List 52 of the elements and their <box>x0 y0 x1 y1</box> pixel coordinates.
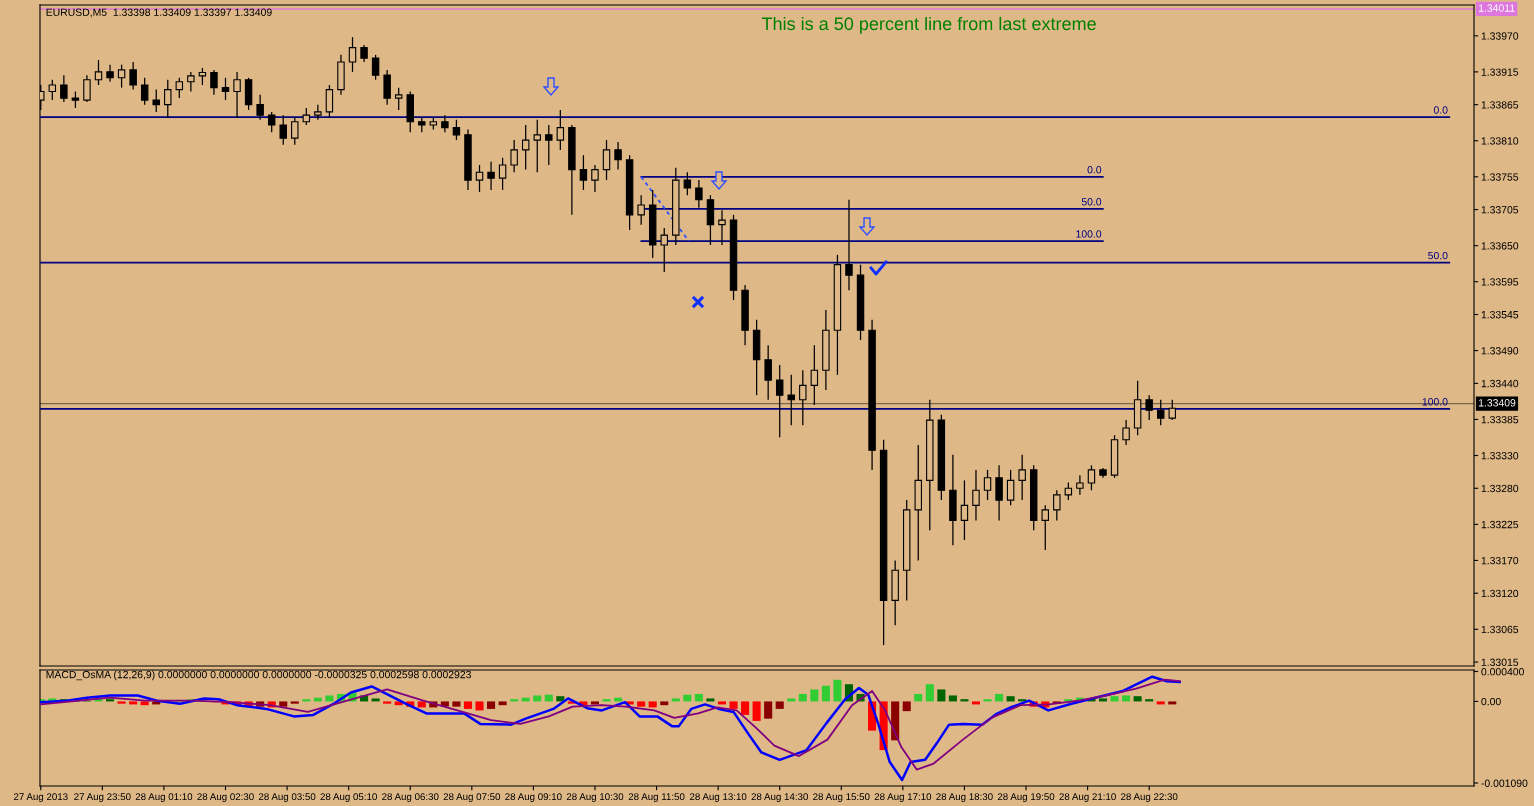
x-tick-label: 28 Aug 18:30 <box>936 793 993 803</box>
x-tick-label: 28 Aug 11:50 <box>628 793 685 803</box>
y-tick-label: 1.33970 <box>1481 32 1519 40</box>
chart-title: EURUSD,M5 1.33398 1.33409 1.33397 1.33409 <box>46 8 272 18</box>
y-tick-label: 1.33755 <box>1481 173 1519 181</box>
x-tick-label: 27 Aug 23:50 <box>74 793 131 803</box>
x-tick-label: 28 Aug 17:10 <box>874 793 932 803</box>
annotation: 50.0 <box>1081 198 1102 206</box>
ref-line-label: 1.34011 <box>1478 4 1515 12</box>
x-tick-label: 28 Aug 14:30 <box>751 793 808 803</box>
y-tick-label: 1.33170 <box>1481 556 1519 565</box>
y-tick-label: 1.33120 <box>1481 589 1519 598</box>
y-tick-label: 1.33280 <box>1481 484 1519 493</box>
x-tick-label: 28 Aug 15:50 <box>813 793 870 803</box>
y-tick-label: 1.33705 <box>1481 206 1519 214</box>
ref-line-label: 1.33409 <box>1478 399 1516 407</box>
x-tick-label: 27 Aug 2013 <box>13 793 68 803</box>
annotation: 0.0 <box>1433 106 1448 114</box>
x-tick-label: 28 Aug 06:30 <box>382 793 439 803</box>
x-tick-label: 28 Aug 01:10 <box>135 793 193 803</box>
y-tick-label: 0.000400 <box>1481 668 1524 676</box>
x-tick-label: 28 Aug 07:50 <box>443 793 501 803</box>
annotation: 100.0 <box>1422 398 1448 406</box>
y-tick-label: 1.33015 <box>1481 658 1519 666</box>
y-tick-label: 1.33385 <box>1481 415 1519 424</box>
chart-title: MACD_OsMA (12,26,9) 0.0000000 0.0000000 0.0000000 -0.0000325 0.0002598 0.0002923 <box>46 670 471 681</box>
y-tick-label: 1.33225 <box>1481 520 1519 529</box>
x-tick-label: 28 Aug 02:30 <box>197 793 254 803</box>
x-tick-label: 28 Aug 21:10 <box>1059 793 1116 803</box>
y-tick-label: 1.33810 <box>1481 137 1519 145</box>
y-tick-label: 1.33915 <box>1481 68 1519 76</box>
x-tick-label: 28 Aug 10:30 <box>566 793 624 803</box>
annotation: This is a 50 percent line from last extreme <box>761 16 1096 34</box>
annotation: 100.0 <box>1076 230 1102 238</box>
y-tick-label: 1.33440 <box>1481 379 1519 388</box>
x-tick-label: 28 Aug 13:10 <box>689 793 747 803</box>
x-tick-label: 28 Aug 22:30 <box>1121 793 1178 803</box>
y-tick-label: 0.00 <box>1481 697 1501 706</box>
y-tick-label: 1.33545 <box>1481 311 1519 319</box>
y-tick-label: 1.33490 <box>1481 347 1519 355</box>
y-tick-label: -0.001090 <box>1481 779 1528 787</box>
x-tick-label: 28 Aug 09:10 <box>505 793 562 803</box>
y-tick-label: 1.33065 <box>1481 625 1519 634</box>
y-tick-label: 1.33865 <box>1481 101 1519 109</box>
x-tick-label: 28 Aug 05:10 <box>320 793 377 803</box>
x-tick-label: 28 Aug 19:50 <box>997 793 1055 803</box>
y-tick-label: 1.33595 <box>1481 278 1519 286</box>
annotation: 50.0 <box>1428 251 1448 260</box>
y-tick-label: 1.33330 <box>1481 452 1519 460</box>
annotation: 0.0 <box>1087 165 1102 174</box>
y-tick-label: 1.33650 <box>1481 242 1519 250</box>
x-tick-label: 28 Aug 03:50 <box>258 793 316 803</box>
